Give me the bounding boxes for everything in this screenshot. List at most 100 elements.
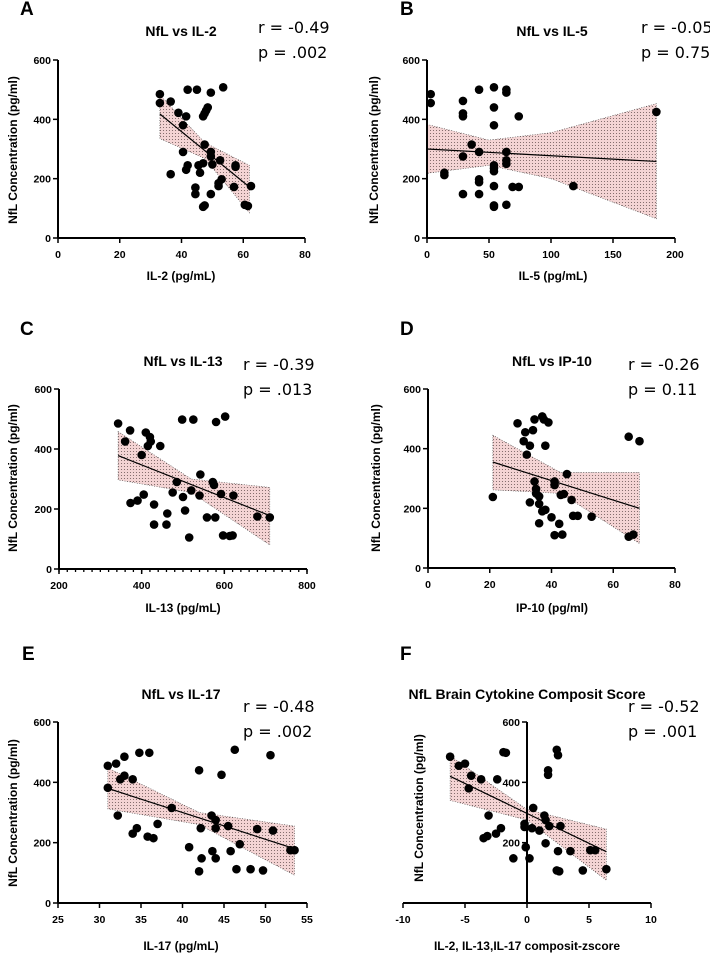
x-tick-label: 100 — [542, 249, 560, 261]
x-axis-label: IL-2 (pg/mL) — [147, 269, 216, 283]
chart-title: NfL Brain Cytokine Composit Score — [408, 686, 645, 702]
data-point — [155, 98, 165, 108]
panel-a: A NfL vs IL-2 r = -0.49 p = .002 IL-2 (pg/mL… — [6, 0, 330, 283]
data-point — [137, 450, 146, 460]
chart-title: NfL vs IL-17 — [141, 686, 220, 702]
correlation-r: r = -0.49 — [258, 18, 330, 37]
data-point — [492, 775, 502, 784]
data-point — [235, 839, 245, 849]
panel-letter: C — [20, 319, 34, 340]
data-point — [246, 864, 255, 874]
data-point — [149, 520, 159, 529]
data-point — [521, 842, 531, 852]
y-axis-label: NfL Concentration (pg/ml) — [369, 404, 383, 552]
x-tick-label: 5 — [586, 914, 592, 926]
data-point — [534, 492, 544, 501]
data-point — [211, 854, 220, 863]
data-point — [135, 748, 144, 758]
data-point — [460, 759, 470, 768]
data-point — [489, 181, 499, 191]
chart-title: NfL vs IL-13 — [143, 353, 222, 369]
data-point — [146, 437, 156, 446]
data-point — [541, 838, 550, 848]
confidence-band — [492, 434, 640, 545]
data-point — [530, 415, 539, 424]
correlation-r: r = -0.26 — [628, 355, 700, 374]
data-point — [514, 112, 524, 121]
y-axis-label: NfL Concentration (pg/ml) — [367, 76, 381, 224]
data-point — [541, 505, 550, 515]
data-point — [184, 533, 194, 542]
data-point — [550, 480, 559, 490]
p-value: p = .001 — [628, 722, 697, 741]
y-tick-label: 600 — [34, 384, 52, 396]
data-point — [550, 530, 559, 540]
y-tick-label: 0 — [414, 233, 420, 245]
data-point — [162, 509, 172, 518]
data-point — [553, 750, 563, 760]
x-tick-label: 30 — [94, 914, 106, 926]
data-point — [474, 189, 484, 199]
data-point — [525, 854, 534, 863]
data-point — [195, 491, 204, 500]
data-point — [198, 158, 208, 168]
data-point — [196, 470, 205, 479]
p-value: p = 0.11 — [628, 380, 697, 399]
data-point — [514, 182, 524, 192]
data-point — [528, 803, 538, 813]
data-point — [168, 488, 177, 497]
data-point — [559, 489, 569, 499]
data-point — [189, 415, 198, 424]
data-point — [520, 427, 530, 437]
panel-b: B NfL vs IL-5 r = -0.05 p = 0.75 IL-5 (pg/mL… — [367, 0, 710, 283]
data-point — [535, 826, 544, 835]
y-tick-label: 0 — [45, 233, 51, 245]
y-tick-label: 200 — [502, 838, 520, 850]
data-point — [243, 201, 253, 211]
x-axis-label: IL-13 (pg/mL) — [145, 601, 220, 615]
x-tick-label: 800 — [298, 580, 316, 592]
data-point — [246, 181, 256, 191]
data-point — [206, 189, 216, 199]
data-point — [522, 450, 532, 459]
data-point — [543, 770, 553, 780]
data-point — [440, 170, 449, 180]
p-value: p = .013 — [243, 380, 312, 399]
data-point — [467, 140, 476, 149]
data-point — [253, 512, 262, 521]
data-point — [544, 418, 553, 427]
data-point — [501, 748, 511, 758]
data-point — [528, 425, 538, 435]
data-point — [149, 833, 158, 843]
x-tick-label: 60 — [237, 249, 249, 261]
y-tick-label: 200 — [402, 174, 420, 186]
panel-d: D NfL vs IP-10 r = -0.26 p = 0.11 IP-10 (pg/… — [369, 319, 700, 615]
data-point — [520, 822, 529, 832]
data-point — [445, 752, 455, 761]
x-tick-label: 150 — [604, 249, 622, 261]
data-point — [120, 437, 130, 446]
y-tick-label: 600 — [33, 55, 51, 67]
x-tick-label: 60 — [607, 579, 619, 591]
data-point — [177, 415, 187, 424]
p-value: p = .002 — [243, 722, 312, 741]
correlation-r: r = -0.52 — [628, 697, 700, 716]
correlation-r: r = -0.48 — [243, 697, 315, 716]
data-point — [183, 85, 192, 94]
data-point — [534, 499, 544, 509]
y-tick-label: 200 — [33, 174, 51, 186]
correlation-r: r = -0.05 — [641, 18, 710, 37]
data-point — [268, 826, 278, 835]
data-point — [458, 189, 468, 199]
data-point — [573, 511, 583, 521]
data-point — [103, 783, 113, 793]
data-point — [525, 498, 535, 507]
data-point — [545, 821, 554, 831]
data-point — [229, 182, 239, 192]
data-point — [489, 202, 499, 212]
data-point — [103, 761, 113, 771]
y-tick-label: 200 — [34, 504, 52, 516]
panel-letter: B — [400, 0, 414, 20]
data-point — [186, 486, 196, 495]
